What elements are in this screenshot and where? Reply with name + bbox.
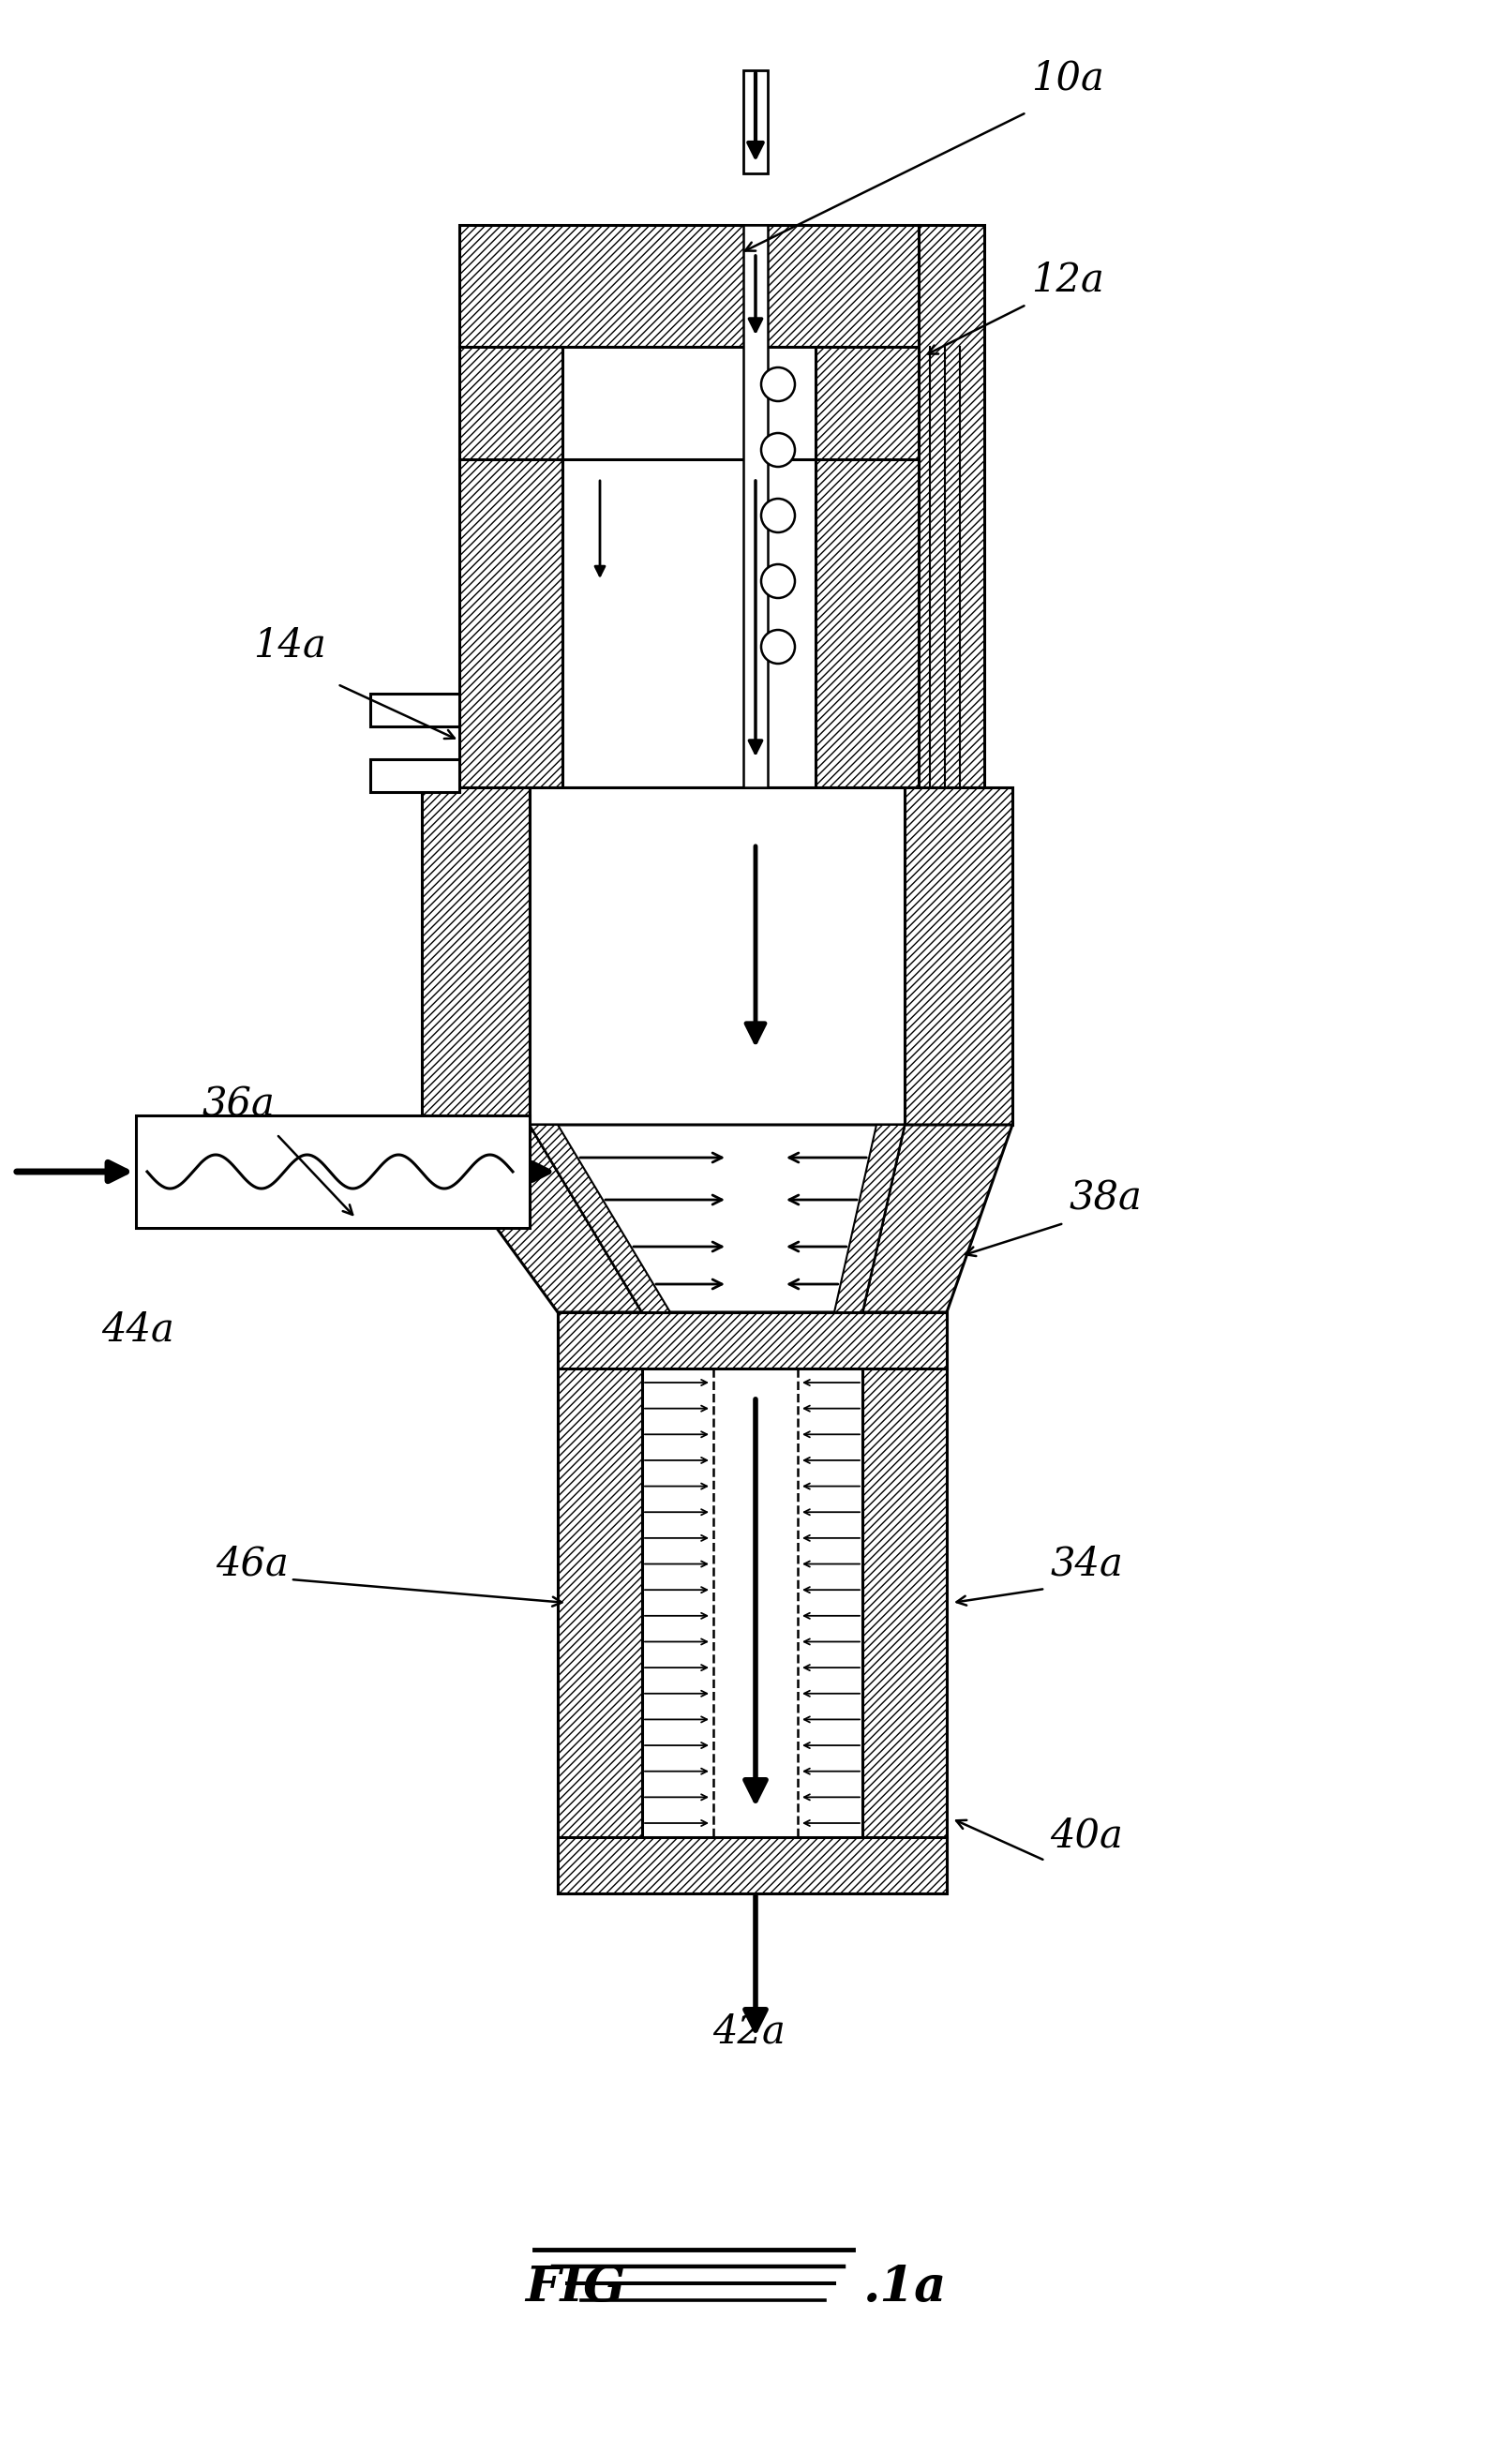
Bar: [558, 1838, 947, 1894]
Circle shape: [761, 368, 795, 402]
Text: 38a: 38a: [1069, 1178, 1142, 1217]
Polygon shape: [529, 1124, 670, 1312]
Bar: [460, 224, 919, 346]
Text: 44a: 44a: [101, 1309, 174, 1348]
Circle shape: [761, 434, 795, 466]
Text: 12a: 12a: [1031, 258, 1104, 300]
Text: 10a: 10a: [1031, 59, 1104, 98]
Bar: [422, 787, 529, 1124]
Circle shape: [761, 629, 795, 663]
Polygon shape: [529, 1124, 904, 1312]
Text: FIG: FIG: [525, 2262, 626, 2311]
Circle shape: [761, 500, 795, 531]
Bar: [744, 71, 768, 173]
Text: .1a: .1a: [862, 2262, 947, 2311]
Bar: [370, 758, 460, 792]
Text: 46a: 46a: [216, 1543, 289, 1582]
Bar: [558, 1312, 947, 1368]
Text: 36a: 36a: [201, 1085, 275, 1124]
Bar: [136, 1117, 529, 1229]
Bar: [815, 346, 919, 787]
Bar: [558, 1312, 643, 1894]
Text: 14a: 14a: [253, 624, 327, 666]
Bar: [529, 787, 904, 1124]
Polygon shape: [835, 1124, 904, 1312]
Text: 42a: 42a: [712, 2011, 785, 2053]
Bar: [562, 346, 815, 787]
Polygon shape: [422, 1124, 643, 1312]
Text: 40a: 40a: [1049, 1816, 1123, 1855]
Circle shape: [761, 563, 795, 597]
Bar: [904, 787, 1013, 1124]
Bar: [862, 1312, 947, 1894]
Bar: [919, 224, 984, 787]
Bar: [370, 695, 460, 727]
Text: 34a: 34a: [1049, 1543, 1123, 1582]
Bar: [643, 1312, 862, 1894]
Bar: [744, 224, 768, 787]
Bar: [460, 346, 562, 787]
Polygon shape: [862, 1124, 1013, 1312]
